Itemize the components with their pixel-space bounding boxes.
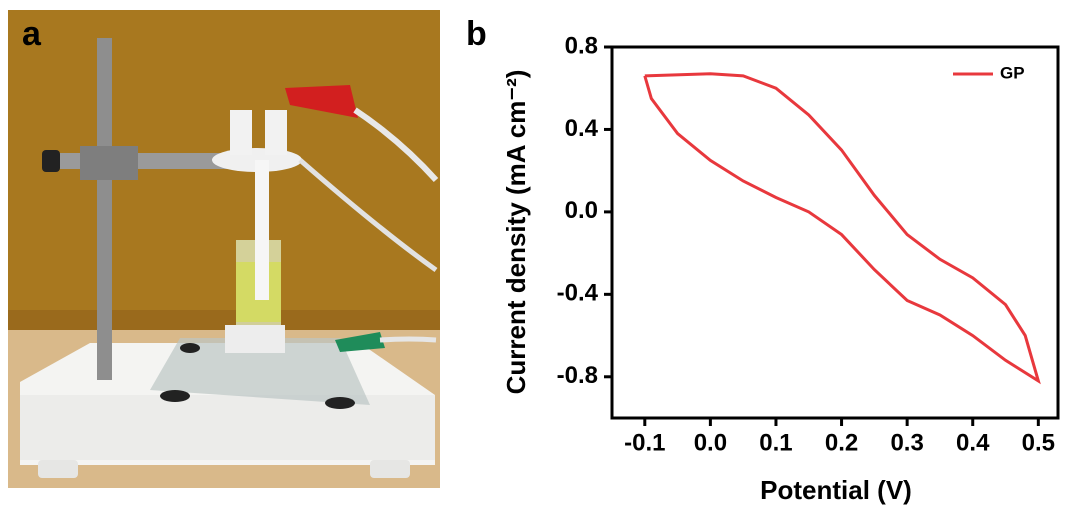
y-tick-label: -0.8 xyxy=(557,362,598,389)
x-tick-label: -0.1 xyxy=(624,429,665,456)
y-tick-label: 0.0 xyxy=(565,197,598,224)
x-tick-label: 0.3 xyxy=(890,429,923,456)
x-axis-title: Potential (V) xyxy=(760,475,912,505)
x-tick-label: 0.1 xyxy=(759,429,792,456)
x-tick-label: 0.5 xyxy=(1022,429,1055,456)
y-tick-label: -0.4 xyxy=(557,280,599,307)
photo xyxy=(8,10,440,488)
x-tick-label: 0.4 xyxy=(956,429,990,456)
y-tick-label: 0.8 xyxy=(565,32,598,59)
y-axis-title: Current density (mA cm⁻²) xyxy=(501,70,531,395)
panel-label: a xyxy=(22,15,42,53)
panel-label: b xyxy=(466,15,487,53)
legend-label: GP xyxy=(1000,63,1025,82)
series-line xyxy=(643,72,1041,385)
x-tick-label: 0.2 xyxy=(825,429,858,456)
x-tick-label: 0.0 xyxy=(694,429,727,456)
y-tick-label: 0.4 xyxy=(565,115,599,142)
plot-frame xyxy=(610,45,1060,420)
